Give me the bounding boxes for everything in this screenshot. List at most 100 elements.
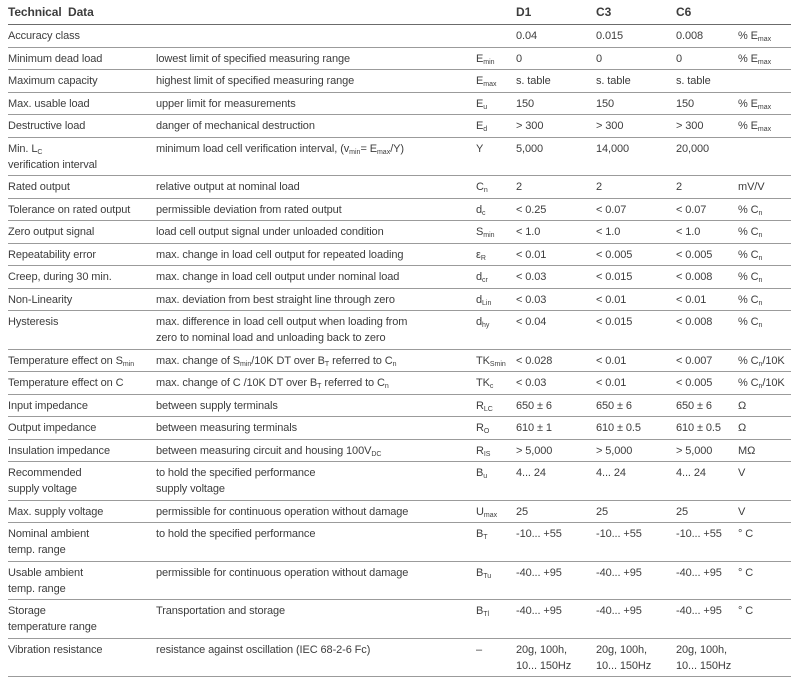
parameter-description-cell: max. difference in load cell output when… [156,316,408,344]
value-d1-cell: s. table [516,75,551,87]
value-d1-cell: 2 [516,181,523,193]
parameter-description-cell: between measuring circuit and housing 10… [156,444,382,458]
parameter-description-cell: relative output at nominal load [156,181,300,193]
unit-cell: % Emax [738,97,772,111]
symbol-cell: dhy [476,316,490,329]
table-header-row: Technical Data D1 C3 C6 [8,1,791,25]
value-c3-cell: > 5,000 [596,444,633,457]
value-c6-cell: 650 ± 6 [676,399,712,412]
value-c3-cell: 14,000 [596,142,630,155]
symbol-cell: – [476,643,483,656]
value-c3-cell: 150 [596,97,615,110]
value-c3-cell: < 0.015 [596,316,633,328]
value-d1-cell: 25 [516,505,529,518]
table-row: Input impedance between supply terminals… [8,394,791,417]
column-header-c3: C3 [596,1,676,25]
value-c6-cell: 0.008 [676,30,704,42]
table-row: Accuracy class 0.04 0.015 0.008 % Emax [8,25,791,47]
value-d1-cell: 150 [516,97,535,110]
value-c6-cell: 4... 24 [676,467,706,479]
parameter-name-cell: Max. supply voltage [8,505,104,518]
value-d1-cell: < 1.0 [516,226,541,238]
parameter-name-cell: Max. usable load [8,97,90,110]
symbol-cell: BTu [476,566,492,580]
unit-cell: % Cn [738,248,763,262]
value-c6-cell: < 0.008 [676,316,713,328]
symbol-cell: Bu [476,467,488,480]
parameter-name-cell: Zero output signal [8,226,95,238]
unit-cell: Ω [738,422,747,434]
value-c3-cell: 25 [596,505,609,518]
parameter-description-cell: lowest limit of specified measuring rang… [156,52,350,65]
value-c6-cell: < 0.008 [676,271,713,283]
symbol-cell: BT [476,528,488,541]
value-c6-cell: < 0.07 [676,203,707,216]
parameter-name-cell: Minimum dead load [8,52,103,65]
parameter-description-cell: max. change of Smin/10K DT over BT refer… [156,354,397,368]
value-d1-cell: < 0.01 [516,248,547,261]
value-d1-cell: 0 [516,52,523,65]
table-row: Repeatability error max. change in load … [8,243,791,266]
value-c3-cell: s. table [596,75,631,87]
value-c6-cell: 0 [676,52,683,65]
parameter-description-cell: Transportation and storage [156,605,286,617]
value-c6-cell: -40... +95 [676,605,722,617]
unit-cell: % Cn/10K [738,377,785,390]
unit-cell: V [738,467,746,479]
unit-cell: % Cn [738,316,763,329]
table-row: Rated output relative output at nominal … [8,176,791,198]
value-d1-cell: < 0.25 [516,203,547,216]
parameter-name-cell: Nominal ambient temp. range [8,528,90,556]
value-c3-cell: 610 ± 0.5 [596,422,641,434]
table-row: Min. LC verification interval minimum lo… [8,137,791,176]
table-row: Max. usable load upper limit for measure… [8,92,791,115]
symbol-cell: TKc [476,377,494,390]
unit-cell [738,638,791,677]
table-title: Technical Data [8,1,156,25]
value-c6-cell: > 300 [676,120,704,132]
table-row: Tolerance on rated output permissible de… [8,198,791,221]
parameter-name-cell: Rated output [8,181,70,193]
value-c6-cell: < 0.005 [676,248,713,261]
unit-cell: % Emax [738,30,772,43]
unit-cell: ° C [738,528,754,540]
table-row: Temperature effect on C max. change of C… [8,372,791,394]
symbol-cell: RO [476,422,490,435]
unit-cell: % Cn [738,226,763,239]
parameter-description-cell: danger of mechanical destruction [156,120,315,132]
unit-cell: % Cn [738,203,763,217]
value-c3-cell: -10... +55 [596,528,642,540]
parameter-name-cell: Repeatability error [8,248,96,261]
value-c3-cell: < 0.015 [596,271,633,283]
parameter-description-cell: between measuring terminals [156,422,297,434]
value-c6-cell: 2 [676,181,683,193]
value-d1-cell: -40... +95 [516,605,562,617]
table-row: Insulation impedance between measuring c… [8,439,791,462]
parameter-description-cell: max. change in load cell output under no… [156,271,400,283]
unit-cell: ° C [738,605,754,617]
column-header-d1: D1 [516,1,596,25]
value-d1-cell: > 300 [516,120,544,132]
value-c3-cell: < 1.0 [596,226,621,238]
value-c6-cell: < 0.01 [676,293,707,306]
value-c3-cell: 0.015 [596,30,624,42]
value-c6-cell: 20,000 [676,142,710,155]
symbol-cell: dc [476,203,486,217]
parameter-description-cell: max. change in load cell output for repe… [156,248,404,261]
symbol-cell: RIS [476,444,491,458]
table-row: Temperature effect on Smin max. change o… [8,349,791,372]
symbol-cell: Eu [476,97,488,111]
parameter-name-cell: Usable ambient temp. range [8,566,84,595]
parameter-name-cell: Tolerance on rated output [8,203,131,216]
unit-cell: ° C [738,566,754,579]
value-d1-cell: 20g, 100h, 10... 150Hz [516,643,572,672]
value-d1-cell: < 0.04 [516,316,547,328]
symbol-cell: BTl [476,605,490,618]
value-c3-cell: 650 ± 6 [596,399,632,412]
value-d1-cell: 5,000 [516,142,544,155]
column-header-description-empty [156,1,476,25]
value-c3-cell: < 0.01 [596,354,627,367]
parameter-name-cell: Input impedance [8,399,88,412]
value-d1-cell: 4... 24 [516,467,546,479]
parameter-description-cell: highest limit of specified measuring ran… [156,75,355,87]
